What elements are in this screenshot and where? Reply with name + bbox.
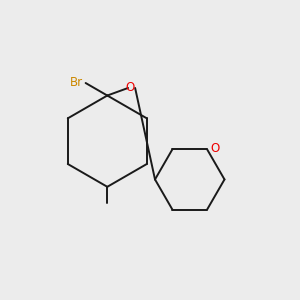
Text: O: O <box>125 82 134 94</box>
Text: O: O <box>210 142 219 155</box>
Text: Br: Br <box>70 76 83 89</box>
